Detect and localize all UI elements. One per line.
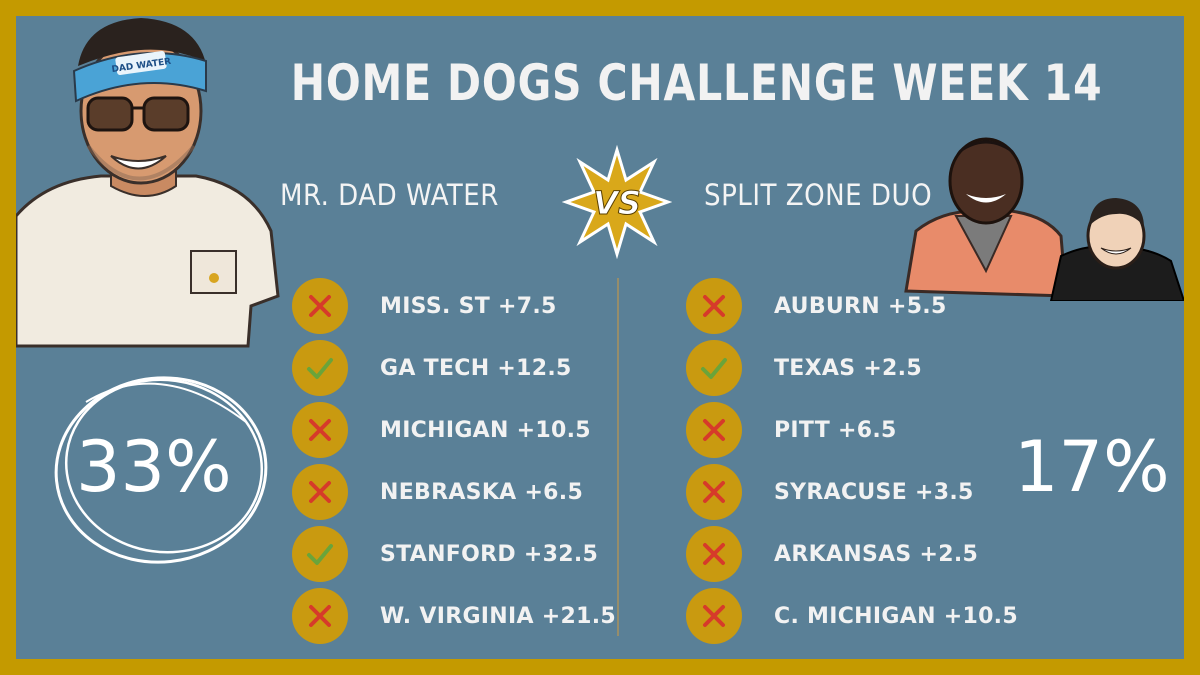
left-player-name: MR. DAD WATER: [280, 178, 499, 212]
pick-label: SYRACUSE +3.5: [774, 479, 974, 505]
dad-water-avatar: DAD WATER: [16, 18, 280, 348]
page-title: HOME DOGS CHALLENGE WEEK 14: [290, 54, 1103, 112]
check-mark-icon: [292, 340, 348, 396]
check-mark-icon: [686, 340, 742, 396]
pick-label: W. VIRGINIA +21.5: [380, 603, 616, 629]
pick-label: NEBRASKA +6.5: [380, 479, 584, 505]
x-mark-icon: [686, 464, 742, 520]
pick-label: TEXAS +2.5: [774, 355, 922, 381]
left-pick-row: W. VIRGINIA +21.5: [292, 588, 616, 644]
left-percentage: 33%: [76, 426, 232, 508]
left-pick-row: MISS. ST +7.5: [292, 278, 557, 334]
pick-label: PITT +6.5: [774, 417, 897, 443]
x-mark-icon: [686, 588, 742, 644]
pick-label: C. MICHIGAN +10.5: [774, 603, 1018, 629]
right-pick-row: SYRACUSE +3.5: [686, 464, 974, 520]
left-pick-row: GA TECH +12.5: [292, 340, 572, 396]
x-mark-icon: [686, 526, 742, 582]
left-pick-row: STANFORD +32.5: [292, 526, 598, 582]
right-pick-row: C. MICHIGAN +10.5: [686, 588, 1018, 644]
left-pick-row: MICHIGAN +10.5: [292, 402, 591, 458]
left-pick-row: NEBRASKA +6.5: [292, 464, 583, 520]
x-mark-icon: [292, 464, 348, 520]
main-panel: DAD WATER HOME DOGS CHALLENGE WEEK 14 MR…: [16, 16, 1184, 659]
right-pick-row: AUBURN +5.5: [686, 278, 947, 334]
x-mark-icon: [292, 278, 348, 334]
x-mark-icon: [292, 588, 348, 644]
x-mark-icon: [292, 402, 348, 458]
center-divider: [617, 278, 619, 636]
vs-burst-icon: VS: [562, 144, 672, 260]
pick-label: ARKANSAS +2.5: [774, 541, 979, 567]
right-pick-row: PITT +6.5: [686, 402, 897, 458]
right-pick-row: ARKANSAS +2.5: [686, 526, 978, 582]
split-zone-duo-avatar: [904, 137, 1184, 301]
pick-label: AUBURN +5.5: [774, 293, 947, 319]
scribble-circle: [54, 376, 268, 564]
vs-label: VS: [593, 184, 641, 222]
pick-label: STANFORD +32.5: [380, 541, 599, 567]
pick-label: MISS. ST +7.5: [380, 293, 557, 319]
x-mark-icon: [686, 402, 742, 458]
right-player-name: SPLIT ZONE DUO: [704, 178, 933, 212]
pick-label: GA TECH +12.5: [380, 355, 572, 381]
x-mark-icon: [686, 278, 742, 334]
right-pick-row: TEXAS +2.5: [686, 340, 922, 396]
check-mark-icon: [292, 526, 348, 582]
pick-label: MICHIGAN +10.5: [380, 417, 591, 443]
right-percentage: 17%: [1014, 426, 1170, 508]
